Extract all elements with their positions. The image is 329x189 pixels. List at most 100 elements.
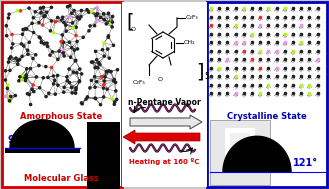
Point xyxy=(315,74,320,77)
Point xyxy=(208,6,214,9)
Point xyxy=(51,31,56,34)
Point xyxy=(107,57,112,60)
Point xyxy=(282,66,288,69)
Point xyxy=(33,53,38,56)
Point xyxy=(299,49,304,52)
Point xyxy=(241,23,246,26)
Point xyxy=(112,78,117,81)
Point xyxy=(92,86,98,89)
Point xyxy=(73,34,79,37)
Point xyxy=(241,15,246,18)
Point xyxy=(110,15,115,18)
Point xyxy=(208,74,214,77)
Point xyxy=(99,75,104,78)
Point xyxy=(53,20,58,23)
Point xyxy=(18,9,23,12)
Point xyxy=(101,12,106,15)
Point xyxy=(8,55,13,58)
Point xyxy=(59,19,64,22)
Point xyxy=(92,24,97,27)
Bar xyxy=(122,2,207,187)
Point xyxy=(3,78,8,81)
Point xyxy=(282,40,288,43)
Point xyxy=(299,83,304,86)
Point xyxy=(51,82,56,85)
Point xyxy=(29,88,35,91)
Point xyxy=(241,49,246,52)
Point xyxy=(21,44,26,47)
Point xyxy=(291,40,296,43)
Point xyxy=(266,49,271,52)
Point xyxy=(274,23,279,26)
Point xyxy=(55,84,61,87)
Point xyxy=(225,23,230,26)
Point xyxy=(274,15,279,18)
Point xyxy=(110,26,115,29)
Point xyxy=(77,80,82,83)
Point xyxy=(67,41,72,44)
Point xyxy=(241,6,246,9)
Point xyxy=(101,42,107,45)
Point xyxy=(106,36,111,39)
Point xyxy=(216,83,222,86)
Bar xyxy=(207,2,327,187)
Point xyxy=(315,57,320,60)
Point xyxy=(216,57,222,60)
Point xyxy=(25,53,31,56)
Point xyxy=(93,50,98,53)
Point xyxy=(43,95,49,98)
Point xyxy=(71,9,77,12)
Point xyxy=(60,48,65,51)
Point xyxy=(65,5,70,8)
Point xyxy=(95,12,100,15)
Point xyxy=(106,69,111,72)
Point xyxy=(19,55,25,58)
Point xyxy=(73,26,79,29)
Point xyxy=(282,49,288,52)
Point xyxy=(258,40,263,43)
FancyArrow shape xyxy=(130,115,202,129)
Point xyxy=(27,41,32,44)
Point xyxy=(49,19,54,22)
Bar xyxy=(2,2,122,187)
Point xyxy=(208,15,214,18)
Point xyxy=(114,98,119,101)
Point xyxy=(241,40,246,43)
Point xyxy=(105,88,110,91)
Point xyxy=(258,74,263,77)
Point xyxy=(291,15,296,18)
Point xyxy=(20,28,26,31)
Point xyxy=(249,6,255,9)
Point xyxy=(19,78,25,81)
Point xyxy=(52,79,57,82)
Point xyxy=(23,79,28,82)
Point xyxy=(258,49,263,52)
Point xyxy=(36,64,41,67)
Point xyxy=(105,48,110,51)
Point xyxy=(45,76,51,79)
Point xyxy=(5,95,11,98)
Point xyxy=(39,41,44,44)
Point xyxy=(233,23,238,26)
Point xyxy=(274,74,279,77)
Text: 98°: 98° xyxy=(7,135,26,145)
Point xyxy=(225,32,230,35)
Point xyxy=(89,10,94,13)
Point xyxy=(291,74,296,77)
Point xyxy=(69,86,74,89)
Point xyxy=(26,7,32,10)
Point xyxy=(41,42,47,45)
Point xyxy=(282,91,288,94)
Point xyxy=(216,40,222,43)
Point xyxy=(258,6,263,9)
Point xyxy=(111,44,116,47)
Point xyxy=(258,23,263,26)
Text: Molecular Glass: Molecular Glass xyxy=(24,174,98,183)
Point xyxy=(48,29,53,32)
Point xyxy=(225,66,230,69)
Point xyxy=(225,40,230,43)
Point xyxy=(38,6,43,9)
Point xyxy=(28,103,33,106)
Point xyxy=(86,29,91,32)
Point xyxy=(315,49,320,52)
